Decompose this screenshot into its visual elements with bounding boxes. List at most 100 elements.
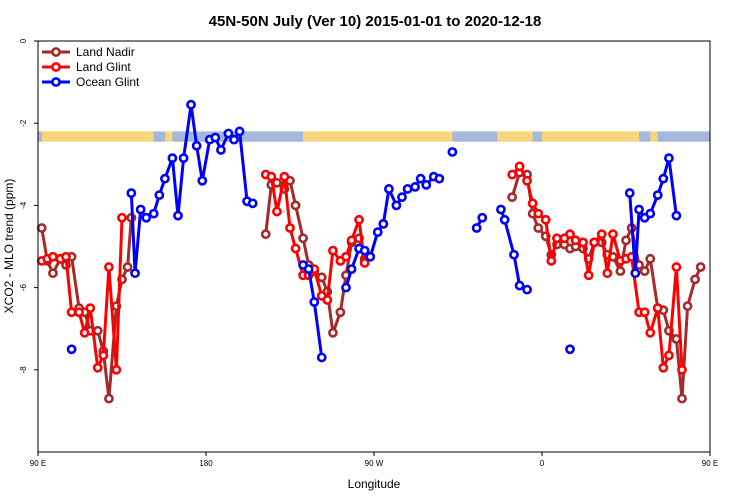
data-point [471,223,482,233]
data-point [328,245,338,256]
data-point [615,266,626,277]
data-point [496,204,506,215]
data-point [167,153,178,164]
data-point [111,364,122,375]
legend-label: Ocean Glint [76,75,140,89]
data-point [630,268,641,279]
data-point [341,282,351,293]
data-point [671,262,682,272]
x-axis-label: Longitude [348,477,401,491]
series-line [510,171,703,401]
data-point [186,99,196,110]
y-axis: 0 -2 -4 -6 -8 [19,38,38,373]
data-point [247,198,258,209]
data-point [583,270,594,281]
data-point [507,192,518,203]
data-point [652,303,663,314]
x-tick-label: 0 [540,459,545,468]
data-point [104,393,114,404]
data-point [608,229,618,240]
data-point [695,262,706,272]
data-point [173,210,183,221]
data-point [658,362,669,373]
legend-item: Land Glint [42,60,131,74]
data-point [285,223,295,233]
x-tick-label: 90 W [365,459,384,468]
data-point [664,153,674,164]
land-ocean-band [38,131,710,142]
data-point [658,173,669,184]
data-point [48,268,58,279]
x-axis: 90 E 180 90 W 0 90 E [30,452,718,468]
data-point [229,134,239,145]
band-land [38,131,710,142]
data-point [514,280,525,291]
band-ocean-segment [38,131,42,142]
data-point [677,393,687,404]
data-point [507,169,518,180]
data-point [303,264,314,275]
data-point [316,272,327,283]
data-point [309,297,320,307]
data-point [210,132,221,143]
data-point [570,235,581,246]
data-point [509,249,519,260]
data-point [197,175,208,186]
band-ocean-segment [657,131,710,142]
data-point [346,235,357,246]
data-point [322,295,333,305]
y-tick-label: -8 [19,366,28,374]
data-point [372,227,383,238]
x-tick-label: 90 E [702,459,718,468]
data-point [578,237,588,248]
data-point [384,184,394,194]
data-point [117,212,127,223]
legend-label: Land Nadir [76,45,135,59]
band-ocean-segment [639,131,651,142]
data-point [552,233,562,244]
data-point [533,208,544,219]
data-point [260,229,271,240]
data-point [359,245,370,256]
data-point [533,223,544,233]
data-point [621,235,631,246]
data-point [365,251,376,262]
data-point [66,307,77,318]
data-point [391,200,402,211]
data-point [92,362,103,373]
data-point [141,212,152,223]
data-point [126,188,137,198]
data-point [36,223,47,233]
legend-item: Ocean Glint [42,75,140,89]
data-point [346,264,357,275]
data-point [434,173,445,184]
data-point [639,307,650,318]
data-point [645,208,656,219]
data-point [298,233,308,244]
data-point [191,140,202,151]
y-tick-label: 0 [19,38,28,43]
data-point [690,274,700,285]
data-point [122,262,133,272]
data-point [92,325,103,336]
data-point [565,229,575,240]
data-point [677,364,687,375]
data-point [589,237,600,248]
data-point [522,175,532,186]
series-layer [36,99,706,404]
data-point [341,251,351,262]
data-point [410,182,420,192]
data-point [671,210,682,221]
data-point [266,171,277,182]
data-point [415,173,426,184]
data-point [652,190,663,201]
data-point [596,229,607,240]
data-point [402,184,413,194]
data-point [216,145,226,155]
legend-marker [51,62,61,72]
data-point [104,262,114,272]
legend-label: Land Glint [76,60,131,74]
y-axis-label: XCO2 - MLO trend (ppm) [2,179,16,314]
data-point [223,128,234,139]
